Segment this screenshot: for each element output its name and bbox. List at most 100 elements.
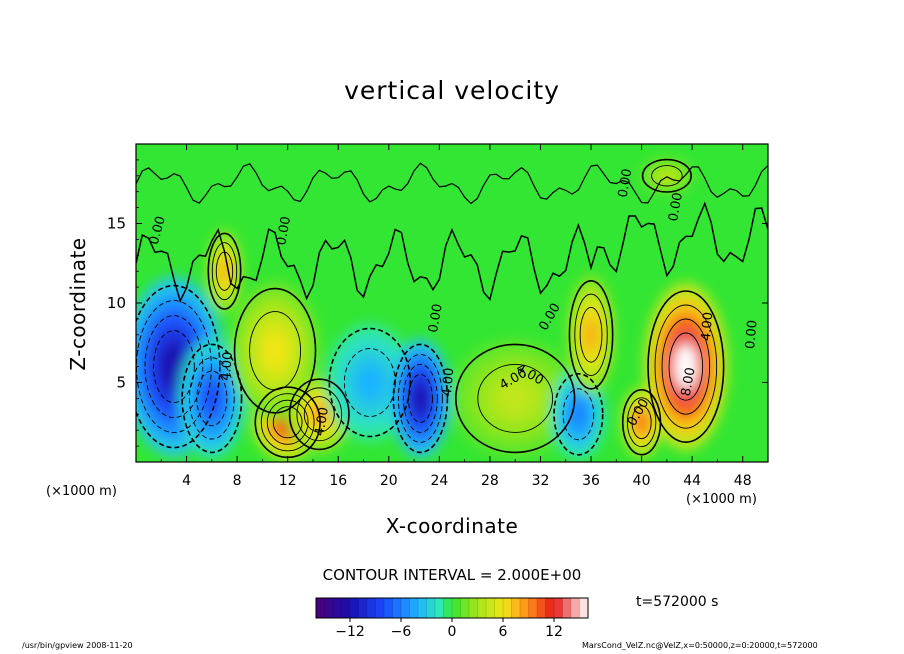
- contour-line: [455, 343, 576, 454]
- colorbar-segment: [324, 598, 334, 618]
- colorbar-segment: [358, 598, 368, 618]
- colorbar-segment: [452, 598, 461, 618]
- contour-line: [553, 372, 604, 456]
- field-blob: [636, 412, 648, 432]
- footer-right: MarsCond_VelZ.nc@VelZ,x=0:50000,z=0:2000…: [582, 641, 818, 650]
- colorbar-segment: [460, 598, 470, 618]
- contour-line: [397, 353, 443, 443]
- colorbar-segment: [486, 598, 495, 618]
- y-tick-label: 15: [107, 215, 126, 233]
- colorbar-segment: [409, 598, 419, 618]
- colorbar-tick-label: 0: [448, 624, 457, 640]
- x-tick-label: 4: [182, 473, 191, 489]
- x-axis-label: X-coordinate: [385, 514, 519, 538]
- contour-line: [233, 287, 317, 414]
- contour-line: [407, 373, 433, 423]
- contour-label: 0.00: [666, 191, 686, 222]
- x-tick-label: 32: [532, 473, 550, 489]
- contour-line: [211, 242, 238, 301]
- colorbar-segment: [511, 598, 521, 618]
- contour-line: [562, 388, 595, 441]
- colorbar-segment: [554, 598, 563, 618]
- contour-line: [641, 158, 692, 193]
- contour-line: [181, 343, 243, 454]
- contour-line: [144, 315, 204, 419]
- contour-label: 4.00: [312, 406, 332, 437]
- colorbar-tick-label: −6: [391, 624, 412, 640]
- colorbar-segment: [443, 598, 453, 618]
- contour-line: [296, 387, 343, 442]
- contour-label: 0.00: [274, 215, 294, 246]
- x-tick-label: 44: [683, 473, 701, 489]
- contour-line: [631, 405, 652, 440]
- contour-line: [574, 293, 608, 376]
- x-tick-label: 12: [279, 473, 297, 489]
- contour-line: [136, 300, 212, 434]
- contour-line: [196, 370, 228, 427]
- colorbar-tick-label: −12: [335, 624, 365, 640]
- colorbar-segment: [537, 598, 546, 618]
- x-tick-label: 8: [233, 473, 242, 489]
- colorbar-segment: [316, 598, 325, 618]
- contour-label: 4.00: [440, 367, 457, 397]
- heatmap-field: [136, 144, 768, 462]
- contour-line: [189, 357, 235, 440]
- y-tick-label: 5: [116, 374, 126, 392]
- field-blob: [263, 332, 288, 370]
- contour-line: [207, 232, 242, 310]
- field-blob: [497, 382, 533, 415]
- contour-label: 0.00: [426, 303, 446, 334]
- field-blob: [357, 366, 382, 399]
- contour-label: 4.00: [699, 311, 716, 341]
- chart-title: vertical velocity: [344, 76, 560, 105]
- contour-line: [303, 396, 335, 433]
- colorbar-segment: [367, 598, 376, 618]
- x-tick-label: 28: [481, 473, 499, 489]
- contour-interval-text: CONTOUR INTERVAL = 2.000E+00: [322, 566, 582, 584]
- contour-line: [647, 290, 725, 443]
- colorbar-segment: [392, 598, 402, 618]
- colorbar-segment: [520, 598, 529, 618]
- contour-line: [153, 330, 195, 404]
- colorbar-segment: [418, 598, 427, 618]
- upper-contour-line: [136, 162, 768, 205]
- y-axis-label: Z-coordinate: [66, 237, 90, 371]
- field-blob: [674, 344, 698, 389]
- colorbar-segment: [375, 598, 385, 618]
- contour-line: [668, 332, 704, 401]
- contour-label: 0.00: [743, 319, 760, 349]
- colorbar-segment: [571, 598, 580, 618]
- contour-line: [328, 327, 412, 438]
- colorbar-tick-label: 6: [499, 624, 508, 640]
- zero-contour-line: [136, 201, 768, 303]
- contour-line: [568, 279, 614, 390]
- x-unit-left: (×1000 m): [46, 484, 117, 499]
- colorbar-segment: [477, 598, 487, 618]
- contour-line: [579, 307, 603, 363]
- colorbar-segment: [435, 598, 444, 618]
- colorbar-segment: [384, 598, 393, 618]
- colorbar-segment: [333, 598, 342, 618]
- contour-line: [626, 397, 657, 448]
- x-tick-label: 48: [734, 473, 752, 489]
- colorbar-segment: [341, 598, 351, 618]
- x-tick-label: 20: [380, 473, 398, 489]
- contour-label: 8.00: [679, 366, 699, 397]
- contour-line: [136, 284, 221, 449]
- contour-line: [651, 165, 683, 187]
- contour-line: [402, 363, 438, 433]
- field-blob: [412, 382, 429, 415]
- contour-line: [654, 304, 718, 429]
- colorbar-segment: [469, 598, 478, 618]
- x-tick-label: 16: [329, 473, 347, 489]
- colorbar-segment: [503, 598, 512, 618]
- colorbar-segment: [528, 598, 538, 618]
- colorbar-segment: [579, 598, 589, 618]
- contour-line: [392, 343, 449, 454]
- contour-label: 0.00: [147, 215, 169, 247]
- contour-line: [266, 399, 309, 445]
- colorbar-segment: [426, 598, 436, 618]
- time-text: t=572000 s: [636, 594, 719, 610]
